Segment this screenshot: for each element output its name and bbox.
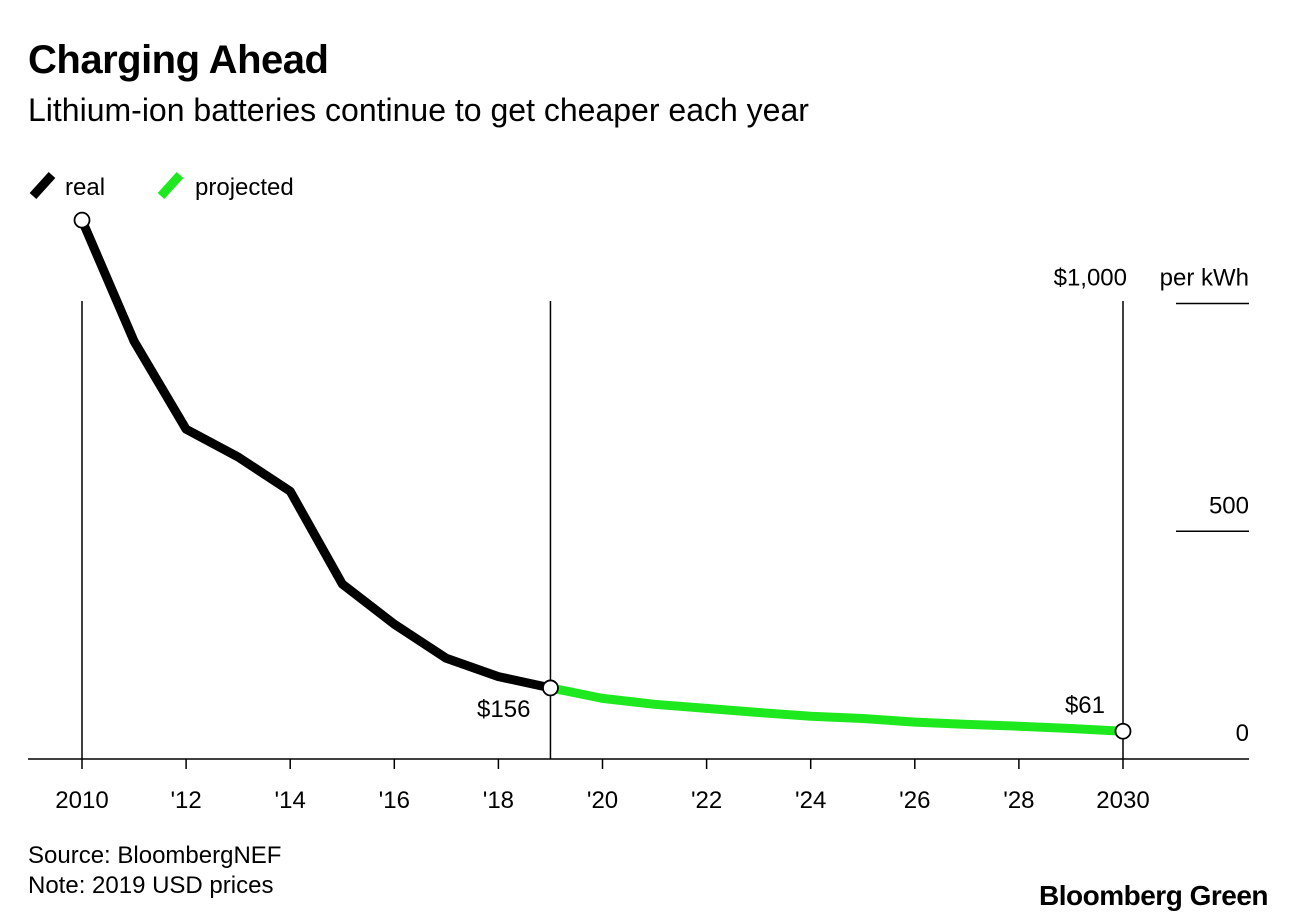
x-tick-label: '18: [483, 787, 514, 814]
data-label: $156: [477, 696, 530, 723]
legend-swatch-real: [29, 171, 56, 200]
x-tick-label: 2010: [55, 787, 108, 814]
y-tick-label: 500: [1209, 492, 1249, 519]
chart-title: Charging Ahead: [28, 38, 329, 82]
data-label: $61: [1065, 692, 1105, 719]
x-tick-label: 2030: [1096, 787, 1149, 814]
y-tick-label: $1,000: [1054, 265, 1127, 292]
data-point-marker: [73, 211, 91, 229]
legend-label: real: [65, 174, 105, 201]
price-note: Note: 2019 USD prices: [28, 872, 274, 899]
x-tick-label: '20: [587, 787, 618, 814]
data-point-marker: [542, 679, 559, 697]
series-line-real: [77, 218, 552, 693]
x-tick-label: '16: [379, 787, 410, 814]
chart-subtitle: Lithium-ion batteries continue to get ch…: [28, 92, 809, 128]
legend-swatch-projected: [157, 171, 184, 200]
x-tick-label: '28: [1003, 787, 1034, 814]
legend-label: projected: [195, 174, 294, 201]
series-line-projected: [549, 683, 1124, 736]
x-tick-label: '12: [170, 787, 201, 814]
x-tick-label: '14: [275, 787, 306, 814]
brand-logo: Bloomberg Green: [1039, 880, 1268, 911]
data-point-marker: [1114, 722, 1132, 740]
y-tick-label: 0: [1236, 720, 1249, 747]
x-tick-label: '24: [795, 787, 826, 814]
y-axis-unit-label: per kWh: [1160, 265, 1249, 292]
source-note: Source: BloombergNEF: [28, 842, 282, 869]
x-tick-label: '22: [691, 787, 722, 814]
x-tick-label: '26: [899, 787, 930, 814]
